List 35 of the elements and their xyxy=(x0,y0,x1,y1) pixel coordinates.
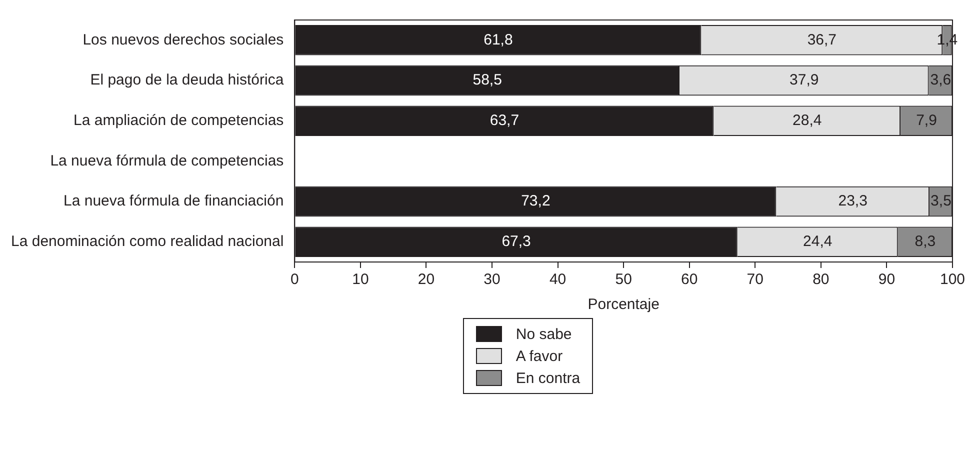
x-tick-label: 100 xyxy=(940,271,965,288)
data-label: 61,8 xyxy=(484,31,513,48)
legend-label: En contra xyxy=(516,370,580,386)
x-tick-label: 60 xyxy=(681,271,698,288)
data-label: 28,4 xyxy=(792,112,822,129)
data-label: 58,5 xyxy=(472,72,502,89)
y-tick-label: El pago de la deuda histórica xyxy=(90,72,284,89)
legend-label: A favor xyxy=(516,348,563,364)
data-label: 3,5 xyxy=(930,192,952,210)
data-label: 67,3 xyxy=(502,232,531,250)
x-tick-label: 80 xyxy=(812,271,830,288)
y-tick-label: La ampliación de competencias xyxy=(74,112,284,129)
x-tick-label: 40 xyxy=(549,271,566,288)
y-tick-label: La nueva fórmula de financiación xyxy=(64,192,284,210)
data-label: 8,3 xyxy=(914,232,936,250)
x-tick-label: 50 xyxy=(615,271,632,288)
x-tick-label: 70 xyxy=(746,271,764,288)
data-label: 24,4 xyxy=(803,232,832,250)
data-label: 36,7 xyxy=(807,31,837,48)
data-label: 7,9 xyxy=(916,112,937,129)
x-tick-label: 10 xyxy=(352,271,369,288)
data-label: 63,7 xyxy=(490,112,520,129)
y-tick-label: La denominación como realidad nacional xyxy=(10,232,284,250)
x-tick-label: 0 xyxy=(290,271,299,288)
x-axis-title: Porcentaje xyxy=(588,296,660,314)
data-label: 23,3 xyxy=(838,192,868,210)
y-tick-label: Los nuevos derechos sociales xyxy=(82,31,284,48)
x-tick-label: 30 xyxy=(484,271,500,288)
data-label: 37,9 xyxy=(790,72,819,89)
data-label: 73,2 xyxy=(521,192,550,210)
x-tick-label: 20 xyxy=(418,271,435,288)
x-tick-label: 90 xyxy=(878,271,896,288)
legend-label: No sabe xyxy=(516,326,572,342)
y-tick-label: La nueva fórmula de competencias xyxy=(50,152,284,170)
data-label: 3,6 xyxy=(930,72,952,89)
